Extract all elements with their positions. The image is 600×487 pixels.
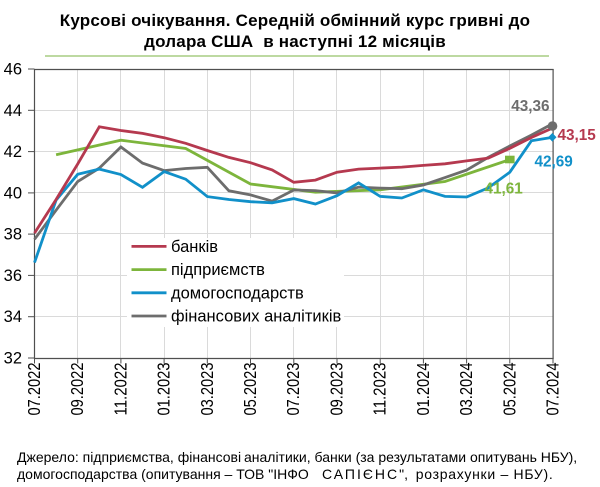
svg-text:03.2023: 03.2023 [197,363,217,416]
svg-text:07.2024: 07.2024 [543,362,563,415]
svg-text:34: 34 [4,308,22,326]
svg-text:домогосподарств: домогосподарств [171,284,304,302]
svg-text:42: 42 [4,143,22,161]
svg-text:40: 40 [4,184,22,202]
svg-text:43,36: 43,36 [511,98,549,115]
svg-text:32: 32 [4,350,22,368]
svg-text:41,61: 41,61 [485,181,524,198]
svg-text:07.2023: 07.2023 [283,363,303,416]
svg-text:11.2022: 11.2022 [110,363,130,416]
svg-text:43,15: 43,15 [558,127,597,144]
svg-text:44: 44 [4,102,22,120]
svg-text:01.2023: 01.2023 [154,363,174,416]
svg-text:36: 36 [4,267,22,285]
svg-text:38: 38 [4,226,22,244]
svg-text:09.2023: 09.2023 [327,363,347,416]
svg-text:42,69: 42,69 [535,154,573,171]
svg-text:05.2023: 05.2023 [240,363,260,416]
svg-text:банків: банків [171,238,218,256]
svg-text:01.2024: 01.2024 [413,362,433,415]
svg-text:підприємств: підприємств [171,261,265,279]
svg-text:07.2022: 07.2022 [24,363,44,416]
svg-text:11.2023: 11.2023 [370,363,390,416]
svg-text:05.2024: 05.2024 [499,362,519,415]
svg-text:03.2024: 03.2024 [456,362,476,415]
svg-text:фінансових аналітиків: фінансових аналітиків [171,308,341,326]
svg-text:46: 46 [4,61,22,79]
svg-text:09.2022: 09.2022 [67,363,87,416]
